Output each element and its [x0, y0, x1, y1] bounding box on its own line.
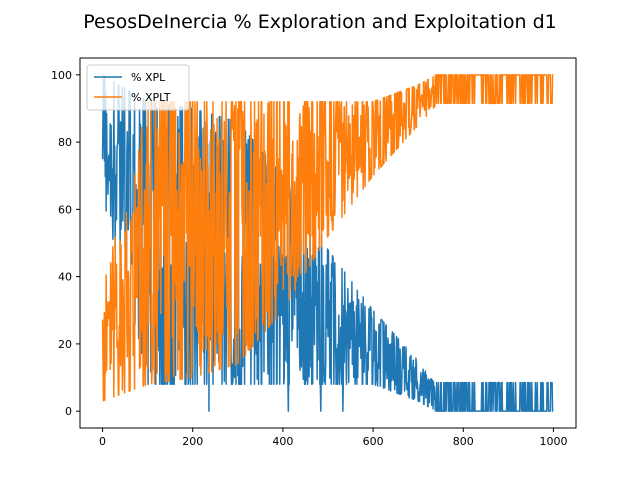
series-line-xpl: [101, 74, 554, 412]
x-tick-label: 800: [453, 435, 474, 448]
x-tick-label: 1000: [539, 435, 567, 448]
x-tick-label: 600: [363, 435, 384, 448]
x-tick-label: 0: [99, 435, 106, 448]
x-tick-label: 200: [182, 435, 203, 448]
y-tick-label: 0: [65, 405, 72, 418]
y-tick-label: 20: [58, 338, 72, 351]
series-line-xplt: [101, 74, 554, 402]
legend-label-xpl: % XPL: [131, 71, 166, 84]
legend: % XPL % XPLT: [86, 64, 190, 111]
legend-label-xplt: % XPLT: [131, 91, 171, 104]
y-axis: 0 20 40 60 80 100: [51, 69, 80, 418]
axes-frame: [79, 57, 577, 429]
y-tick-label: 40: [58, 271, 72, 284]
y-tick-label: 60: [58, 203, 72, 216]
y-tick-label: 100: [51, 69, 72, 82]
plot-area: 0 200 400 600 800 1000 0 20 40 60 80 100: [51, 57, 577, 448]
chart-title: PesosDeInercia % Exploration and Exploit…: [83, 11, 557, 33]
x-tick-label: 400: [272, 435, 293, 448]
series-layer: [101, 74, 554, 412]
x-axis: 0 200 400 600 800 1000: [99, 428, 567, 448]
y-tick-label: 80: [58, 136, 72, 149]
